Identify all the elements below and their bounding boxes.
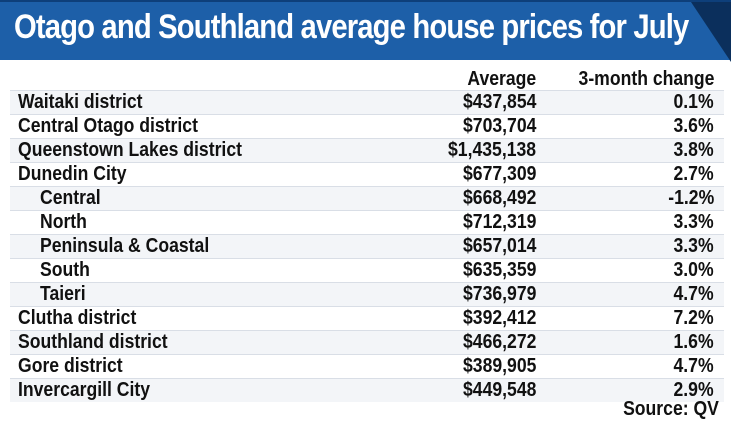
row-change: 4.7% — [673, 283, 714, 305]
row-name: South — [40, 259, 90, 281]
title-banner: Otago and Southland average house prices… — [0, 0, 731, 62]
table-row: Peninsula & Coastal $657,014 3.3% — [10, 234, 724, 258]
row-average: $437,854 — [462, 91, 536, 113]
row-change: 7.2% — [673, 307, 714, 329]
table-body: Waitaki district $437,854 0.1% Central Otag… — [10, 90, 724, 402]
row-average: $703,704 — [462, 115, 536, 137]
table-row: Central Otago district $703,704 3.6% — [10, 114, 724, 138]
table-row: Gore district $389,905 4.7% — [10, 354, 724, 378]
table-row: Southland district $466,272 1.6% — [10, 330, 724, 354]
row-name: Peninsula & Coastal — [40, 235, 210, 257]
row-average: $392,412 — [462, 307, 536, 329]
row-average: $1,435,138 — [447, 139, 536, 161]
row-change: 2.9% — [673, 379, 714, 401]
table-row: Taieri $736,979 4.7% — [10, 282, 724, 306]
row-change: 3.3% — [673, 211, 714, 233]
table-row: Clutha district $392,412 7.2% — [10, 306, 724, 330]
row-change: 1.6% — [673, 331, 714, 353]
table-row: South $635,359 3.0% — [10, 258, 724, 282]
row-change: 2.7% — [673, 163, 714, 185]
row-average: $466,272 — [462, 331, 536, 353]
row-average: $449,548 — [462, 379, 536, 401]
row-name: Gore district — [18, 355, 123, 377]
table-row: North $712,319 3.3% — [10, 210, 724, 234]
table-header-row: Average 3-month change — [10, 68, 724, 90]
row-change: 4.7% — [673, 355, 714, 377]
column-header-average: Average — [467, 68, 536, 90]
row-name: North — [40, 211, 87, 233]
row-average: $668,492 — [462, 187, 536, 209]
table-row: Invercargill City $449,548 2.9% — [10, 378, 724, 402]
column-header-change: 3-month change — [578, 68, 714, 90]
row-name: Waitaki district — [18, 91, 143, 113]
table-row: Central $668,492 -1.2% — [10, 186, 724, 210]
banner-corner-decoration — [691, 2, 731, 62]
row-average: $657,014 — [462, 235, 536, 257]
row-average: $389,905 — [462, 355, 536, 377]
table-row: Waitaki district $437,854 0.1% — [10, 90, 724, 114]
row-name: Southland district — [18, 331, 168, 353]
row-name: Central Otago district — [18, 115, 198, 137]
price-table: Average 3-month change Waitaki district $… — [10, 68, 724, 402]
row-average: $712,319 — [462, 211, 536, 233]
source-note: Source: QV — [623, 398, 719, 420]
table-row: Dunedin City $677,309 2.7% — [10, 162, 724, 186]
row-change: 0.1% — [673, 91, 714, 113]
row-average: $635,359 — [462, 259, 536, 281]
table-row: Queenstown Lakes district $1,435,138 3.8% — [10, 138, 724, 162]
row-change: 3.3% — [673, 235, 714, 257]
row-change: 3.8% — [673, 139, 714, 161]
row-change: 3.6% — [673, 115, 714, 137]
row-name: Queenstown Lakes district — [18, 139, 242, 161]
row-change: -1.2% — [668, 187, 714, 209]
row-name: Central — [40, 187, 101, 209]
row-name: Taieri — [40, 283, 86, 305]
row-change: 3.0% — [673, 259, 714, 281]
row-name: Dunedin City — [18, 163, 127, 185]
row-name: Clutha district — [18, 307, 137, 329]
row-name: Invercargill City — [18, 379, 151, 401]
row-average: $736,979 — [462, 283, 536, 305]
chart-title: Otago and Southland average house prices… — [14, 8, 689, 46]
row-average: $677,309 — [462, 163, 536, 185]
